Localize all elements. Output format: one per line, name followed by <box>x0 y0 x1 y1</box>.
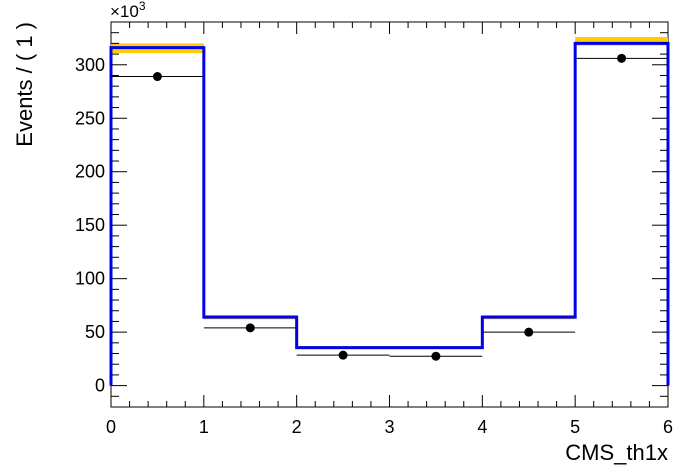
data-point <box>245 323 255 333</box>
x-tick-label: 0 <box>106 417 116 437</box>
data-point <box>338 350 348 360</box>
y-tick-label: 200 <box>75 162 105 182</box>
y-tick-label: 300 <box>75 55 105 75</box>
data-point <box>431 351 441 361</box>
x-tick-label: 4 <box>477 417 487 437</box>
x-tick-label: 3 <box>384 417 394 437</box>
band-bin <box>575 36 668 46</box>
y-axis-label: Events / ( 1 ) <box>12 22 37 147</box>
y-multiplier: ×103 <box>110 0 146 21</box>
y-tick-label: 250 <box>75 108 105 128</box>
y-tick-label: 100 <box>75 269 105 289</box>
fit-step-line <box>109 41 670 386</box>
x-tick-label: 6 <box>663 417 673 437</box>
y-tick-label: 150 <box>75 215 105 235</box>
x-tick-label: 2 <box>292 417 302 437</box>
data-point <box>152 72 162 82</box>
y-tick-label: 50 <box>85 322 105 342</box>
y-tick-label: 0 <box>95 376 105 396</box>
uncertainty-band <box>111 36 668 350</box>
x-axis: 0 1 2 3 4 5 6 <box>106 22 673 437</box>
x-tick-label: 5 <box>570 417 580 437</box>
data-points <box>111 53 668 361</box>
y-axis: 0 50 100 150 200 250 300 <box>75 21 668 408</box>
x-tick-label: 1 <box>199 417 209 437</box>
step-line <box>109 41 670 386</box>
data-point <box>524 327 534 337</box>
data-point <box>617 53 627 63</box>
x-axis-label: CMS_th1x <box>565 440 668 465</box>
